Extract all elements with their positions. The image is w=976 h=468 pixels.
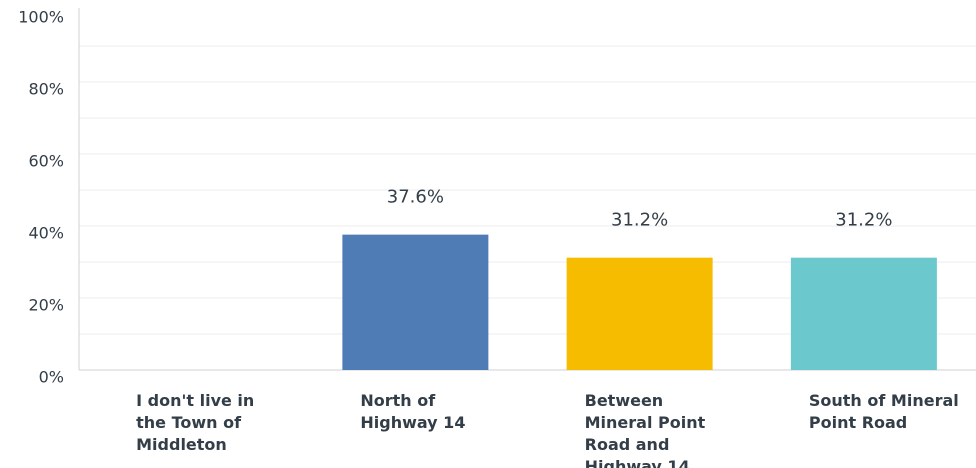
x-tick-label: Between Mineral Point Road and Highway 1…	[584, 391, 706, 468]
y-tick-label: 40%	[28, 224, 64, 243]
y-tick-label: 100%	[18, 8, 64, 27]
value-label: 37.6%	[387, 187, 444, 208]
value-label: 31.2%	[611, 210, 668, 231]
y-tick-label: 20%	[28, 296, 64, 315]
bar	[342, 234, 489, 370]
bar	[790, 257, 937, 370]
y-tick-label: 80%	[28, 80, 64, 99]
bar	[566, 257, 713, 370]
value-label: 31.2%	[835, 210, 892, 231]
y-tick-label: 0%	[39, 368, 64, 387]
y-tick-label: 60%	[28, 152, 64, 171]
x-tick-label: North of Highway 14	[360, 391, 466, 432]
x-tick-label: I don't live in the Town of Middleton	[136, 391, 255, 454]
x-tick-label: South of Mineral Point Road	[808, 391, 959, 432]
